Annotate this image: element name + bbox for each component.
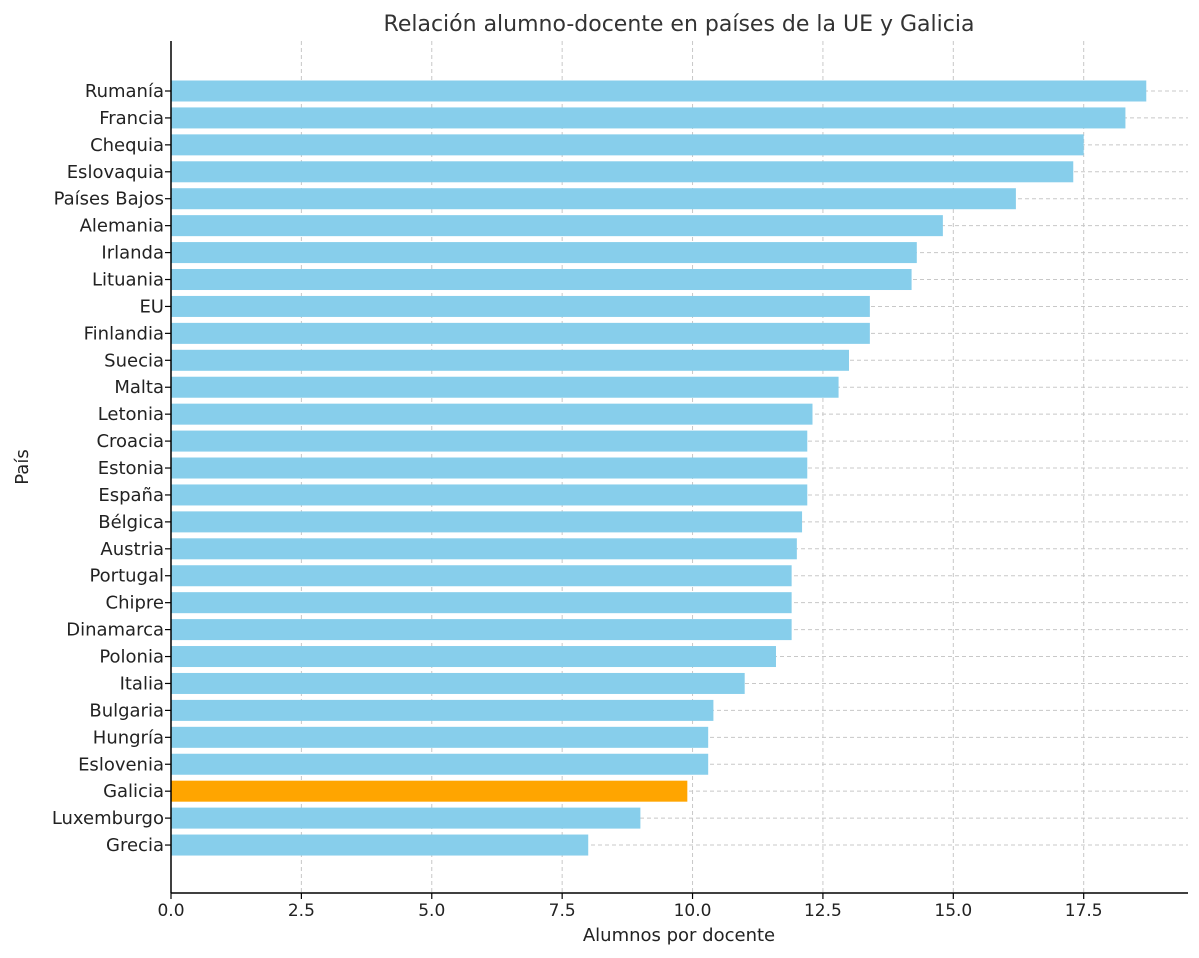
y-tick-label: Eslovenia xyxy=(78,754,164,775)
y-tick-label: Polonia xyxy=(99,647,164,668)
x-tick-label: 17.5 xyxy=(1065,901,1103,921)
y-tick-label: Malta xyxy=(114,377,164,398)
bar xyxy=(171,646,776,668)
y-tick-label: Bulgaria xyxy=(89,700,164,721)
bar xyxy=(171,188,1016,210)
chart-title: Relación alumno-docente en países de la … xyxy=(384,12,975,37)
bar xyxy=(171,322,870,344)
y-tick-label: Irlanda xyxy=(101,243,164,264)
bar xyxy=(171,430,808,452)
y-tick-label: Galicia xyxy=(103,781,164,802)
x-tick-label: 12.5 xyxy=(804,901,842,921)
bar xyxy=(171,565,792,587)
bar xyxy=(171,457,808,479)
bars xyxy=(171,80,1147,856)
bar xyxy=(171,619,792,641)
bar xyxy=(171,726,709,748)
bar xyxy=(171,349,849,371)
x-tick-label: 5.0 xyxy=(418,901,445,921)
y-tick-label: Lituania xyxy=(92,270,164,291)
bar xyxy=(171,538,797,560)
x-tick-label: 2.5 xyxy=(288,901,315,921)
y-tick-label: Francia xyxy=(99,108,164,129)
y-tick-label: Austria xyxy=(100,539,164,560)
y-tick-label: Dinamarca xyxy=(66,620,164,641)
y-tick-label: Países Bajos xyxy=(54,189,164,210)
bar xyxy=(171,161,1074,183)
y-tick-label: Chipre xyxy=(106,593,164,614)
y-tick-label: Luxemburgo xyxy=(52,808,164,829)
y-tick-label: EU xyxy=(139,296,164,317)
x-axis-ticks: 0.0 2.5 5.0 7.5 10.0 12.5 15.0 17.5 xyxy=(157,893,1103,921)
bar xyxy=(171,807,641,829)
bar xyxy=(171,376,839,398)
y-tick-label: Suecia xyxy=(104,350,164,371)
category-labels: Rumanía Francia Chequia Eslovaquia Países Ba… xyxy=(52,81,171,856)
x-tick-label: 0.0 xyxy=(157,901,184,921)
bar xyxy=(171,295,870,317)
bar xyxy=(171,780,688,802)
y-tick-label: Italia xyxy=(120,673,164,694)
y-tick-label: Grecia xyxy=(106,835,164,856)
x-tick-label: 10.0 xyxy=(674,901,712,921)
y-tick-label: Croacia xyxy=(96,431,164,452)
y-tick-label: España xyxy=(98,485,164,506)
bar xyxy=(171,242,917,264)
x-tick-label: 15.0 xyxy=(934,901,972,921)
bar xyxy=(171,699,714,721)
bar xyxy=(171,484,808,506)
y-tick-label: Bélgica xyxy=(98,512,164,533)
x-tick-label: 7.5 xyxy=(549,901,576,921)
bar xyxy=(171,80,1147,102)
y-tick-label: Alemania xyxy=(80,216,164,237)
bar xyxy=(171,403,813,425)
y-tick-label: Letonia xyxy=(98,404,164,425)
y-tick-label: Finlandia xyxy=(84,323,164,344)
bar xyxy=(171,107,1126,129)
y-axis-label: País xyxy=(12,449,33,484)
bar xyxy=(171,134,1084,156)
x-axis-label: Alumnos por docente xyxy=(583,925,775,946)
bar xyxy=(171,834,589,856)
y-tick-label: Estonia xyxy=(98,458,164,479)
y-tick-label: Rumanía xyxy=(85,81,164,102)
bar xyxy=(171,215,943,237)
bar xyxy=(171,592,792,614)
y-tick-label: Hungría xyxy=(93,727,164,748)
bar xyxy=(171,511,803,533)
bar xyxy=(171,269,912,291)
bar xyxy=(171,672,745,694)
y-tick-label: Chequia xyxy=(90,135,164,156)
y-tick-label: Portugal xyxy=(89,566,164,587)
bar xyxy=(171,753,709,775)
y-tick-label: Eslovaquia xyxy=(67,162,164,183)
